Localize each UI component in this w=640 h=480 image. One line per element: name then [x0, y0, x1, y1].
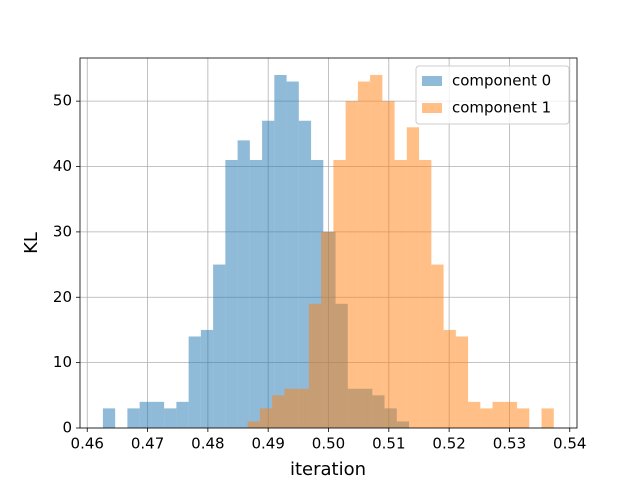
- bar: [455, 336, 469, 428]
- bar: [225, 159, 238, 428]
- bar: [247, 421, 260, 428]
- x-tick-label: 0.53: [493, 435, 526, 453]
- bar: [419, 159, 432, 428]
- bar: [298, 120, 312, 428]
- bar: [200, 329, 214, 428]
- bar: [345, 101, 358, 429]
- bar: [370, 74, 383, 429]
- legend-swatch: [422, 76, 442, 86]
- y-tick-label: 50: [53, 92, 72, 110]
- bar: [237, 140, 250, 428]
- bar: [492, 401, 505, 428]
- legend-swatch: [422, 103, 442, 113]
- y-tick-label: 0: [62, 419, 72, 437]
- bar: [517, 408, 530, 428]
- y-tick-label: 30: [53, 222, 72, 240]
- bar: [139, 401, 152, 428]
- bar: [431, 264, 444, 428]
- y-tick-label: 10: [53, 353, 72, 371]
- legend-label: component 1: [452, 99, 551, 117]
- bar: [308, 303, 322, 428]
- y-axis-label: KL: [21, 232, 42, 254]
- legend-label: component 0: [452, 72, 551, 90]
- bar: [176, 401, 189, 428]
- bar: [394, 159, 407, 428]
- bar: [286, 81, 299, 428]
- bar: [213, 264, 226, 428]
- x-tick-label: 0.49: [251, 435, 284, 453]
- x-tick-label: 0.48: [191, 435, 224, 453]
- bar: [259, 408, 273, 428]
- bar: [382, 101, 395, 429]
- bar: [262, 120, 275, 428]
- x-tick-label: 0.51: [372, 435, 405, 453]
- x-tick-label: 0.50: [312, 435, 345, 453]
- x-tick-label: 0.46: [71, 435, 104, 453]
- bar: [443, 329, 456, 428]
- bar: [274, 74, 287, 429]
- legend-box: [415, 65, 570, 125]
- bar: [249, 159, 263, 428]
- x-tick-label: 0.54: [553, 435, 586, 453]
- y-tick-label: 40: [53, 157, 72, 175]
- bar: [296, 388, 309, 428]
- bar: [468, 401, 481, 428]
- plot-frame: [79, 57, 578, 429]
- bar: [188, 336, 201, 428]
- x-tick-label: 0.47: [131, 435, 164, 453]
- bar: [541, 408, 554, 428]
- bar: [102, 408, 116, 428]
- bar: [127, 408, 140, 428]
- x-axis-label: iteration: [290, 459, 366, 480]
- y-tick-label: 20: [53, 288, 72, 306]
- bar: [504, 401, 518, 428]
- bar: [333, 159, 346, 428]
- bar: [164, 408, 177, 428]
- bar: [151, 401, 165, 428]
- bar: [357, 81, 371, 428]
- bar: [284, 388, 297, 428]
- bar: [406, 127, 420, 429]
- bar: [480, 408, 493, 428]
- bar: [272, 395, 285, 428]
- bar: [321, 231, 334, 428]
- x-tick-label: 0.52: [432, 435, 465, 453]
